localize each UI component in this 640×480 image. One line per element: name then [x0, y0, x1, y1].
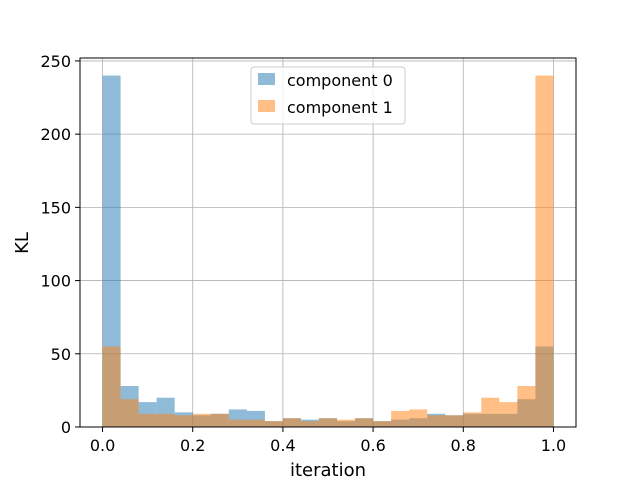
bar-component-1	[499, 402, 518, 427]
bar-component-1	[282, 418, 301, 427]
x-axis-ticks: 0.0 0.2 0.4 0.6 0.8 1.0	[90, 427, 566, 455]
x-tick-label: 0.2	[180, 436, 205, 455]
bar-component-1	[210, 413, 229, 427]
bar-component-1	[517, 386, 536, 427]
x-tick-label: 0.0	[90, 436, 115, 455]
bar-component-1	[318, 418, 338, 427]
legend-label-component-0: component 0	[287, 71, 393, 90]
bar-component-1	[120, 399, 139, 427]
bars	[102, 75, 554, 428]
bar-component-1	[264, 421, 283, 427]
bar-component-1	[102, 346, 121, 427]
bar-component-1	[391, 410, 410, 427]
legend-swatch-component-0	[258, 73, 275, 85]
x-tick-label: 1.0	[541, 436, 566, 455]
y-axis-ticks: 0 50 100 150 200 250	[40, 52, 80, 437]
x-tick-label: 0.8	[451, 436, 476, 455]
legend-label-component-1: component 1	[287, 98, 393, 117]
series-1-bars	[102, 75, 554, 428]
x-tick-label: 0.4	[270, 436, 295, 455]
y-axis-label: KL	[12, 232, 33, 254]
legend-box	[250, 66, 406, 125]
y-tick-label: 0	[61, 418, 71, 437]
bar-component-1	[246, 419, 265, 427]
legend-swatch-component-1	[258, 100, 275, 112]
bar-component-1	[373, 421, 392, 427]
bar-component-1	[337, 419, 356, 427]
bar-component-1	[463, 412, 482, 427]
y-tick-label: 200	[40, 125, 71, 144]
bar-component-1	[535, 75, 554, 428]
bar-component-1	[427, 415, 446, 427]
bar-component-1	[445, 415, 464, 427]
bar-component-1	[174, 415, 193, 427]
legend: component 0 component 1	[250, 66, 406, 125]
bar-component-0	[102, 75, 121, 428]
x-axis-label: iteration	[290, 460, 366, 480]
bar-component-1	[228, 419, 247, 427]
y-tick-label: 250	[40, 52, 71, 71]
y-tick-label: 100	[40, 272, 71, 291]
bar-component-1	[192, 413, 211, 427]
bar-component-1	[409, 409, 428, 427]
bar-component-1	[156, 413, 175, 427]
x-tick-label: 0.6	[360, 436, 385, 455]
plot-frame	[79, 57, 577, 428]
bar-component-1	[355, 418, 374, 427]
y-tick-label: 150	[40, 198, 71, 217]
bar-component-1	[481, 397, 500, 427]
bar-component-1	[300, 421, 319, 427]
y-tick-label: 50	[51, 345, 71, 364]
bar-component-1	[138, 413, 157, 427]
